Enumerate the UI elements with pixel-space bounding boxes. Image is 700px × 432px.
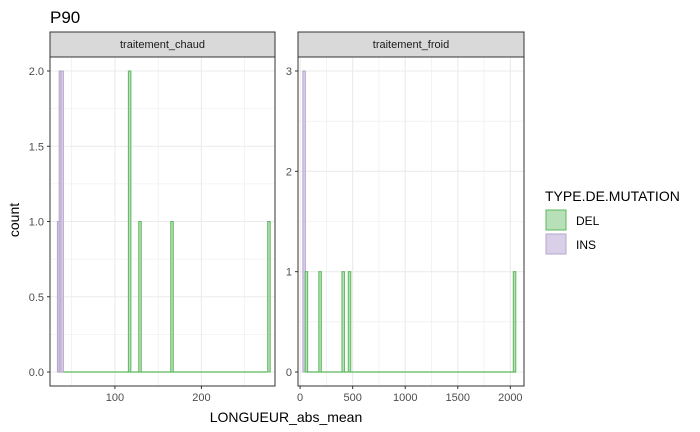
bar-del [267,221,271,373]
y-tick-label: 3 [286,66,292,78]
x-tick-label: 500 [343,392,361,404]
panel-border [297,56,525,387]
legend-swatch-del [545,209,567,231]
y-tick-label: 0.5 [29,292,44,304]
x-tick-label: 0 [297,392,303,404]
legend-label-ins: INS [576,238,596,252]
y-tick-label: 1.5 [29,141,44,153]
x-tick-label: 200 [192,392,210,404]
bar-ins [60,70,64,373]
legend-title: TYPE.DE.MUTATION [545,188,680,204]
legend: TYPE.DE.MUTATION DEL INS [545,188,680,255]
bar-del [304,271,309,373]
facet-panel-2: traitement_froid 0 1 2 3 0 500 1000 1500 2000 [286,31,525,404]
x-tick-label: 100 [106,392,124,404]
facet-strip-label: traitement_chaud [120,39,205,51]
bar-del [512,271,517,373]
y-tick-label: 1 [286,267,292,279]
bar-del [347,271,352,373]
x-tick-label: 2000 [498,392,522,404]
y-tick-label: 2.0 [29,66,44,78]
facet-strip-label: traitement_froid [373,39,449,51]
plot-title: P90 [50,8,80,27]
bar-ins [302,70,306,373]
bar-del [318,271,322,373]
facet-strip [49,31,276,58]
bar-del [127,70,132,373]
legend-swatch-ins [545,233,567,255]
y-tick-label: 0 [286,367,292,379]
x-tick-label: 1000 [393,392,417,404]
facet-panel-1: traitement_chaud 0.0 0.5 1.0 1.5 2.0 100 200 [29,31,276,404]
legend-label-del: DEL [576,214,600,228]
bar-del [170,221,174,373]
bar-del [341,271,345,373]
y-tick-label: 2 [286,166,292,178]
facet-strip [297,31,525,58]
x-tick-label: 1500 [446,392,470,404]
y-tick-label: 0.0 [29,367,44,379]
x-axis-title: LONGUEUR_abs_mean [210,409,363,425]
y-axis-title: count [6,203,22,237]
y-tick-label: 1.0 [29,217,44,229]
bar-del [138,221,142,373]
